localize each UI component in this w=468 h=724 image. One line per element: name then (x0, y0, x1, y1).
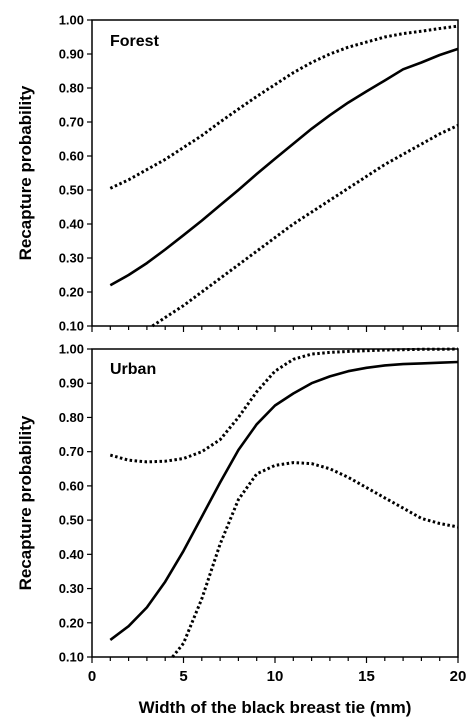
forest-y-axis-title: Recapture probability (16, 85, 35, 260)
forest-y-tick-label: 0.80 (59, 81, 84, 96)
urban-y-tick-label: 0.20 (59, 615, 84, 630)
urban-series (109, 347, 459, 658)
urban-y-tick-label: 0.60 (59, 478, 84, 493)
forest-panel: 0.10 0.20 0.30 0.40 0.50 0.60 0.70 0.80 0.90 1.00… (16, 13, 459, 334)
forest-y-ticks: 0.10 0.20 0.30 0.40 0.50 0.60 0.70 0.80 0.90 1.00 (59, 13, 92, 334)
urban-fitted-line (109, 360, 459, 641)
urban-plot-frame (91, 348, 459, 658)
urban-y-tick-label: 0.70 (59, 444, 84, 459)
urban-x-tick-label: 0 (88, 668, 96, 685)
urban-x-tick-labels: 0 5 10 15 20 (88, 668, 467, 685)
urban-confidence-line (171, 461, 459, 658)
forest-y-tick-label: 0.70 (59, 115, 84, 130)
forest-y-tick-label: 0.10 (59, 319, 84, 334)
urban-x-ticks (91, 657, 459, 663)
urban-x-tick-label: 20 (450, 668, 467, 685)
urban-y-tick-label: 0.30 (59, 581, 84, 596)
urban-confidence-line (109, 347, 459, 464)
forest-panel-label: Forest (110, 33, 160, 50)
urban-x-tick-label: 5 (179, 668, 187, 685)
forest-y-tick-label: 0.20 (59, 285, 84, 300)
urban-panel: 0.10 0.20 0.30 0.40 0.50 0.60 0.70 0.80 0.90 1.00… (16, 342, 466, 718)
urban-y-tick-label: 1.00 (59, 342, 84, 357)
forest-confidence-line (109, 24, 459, 190)
forest-series (109, 24, 459, 328)
urban-x-tick-label: 15 (358, 668, 375, 685)
urban-y-tick-label: 0.80 (59, 410, 84, 425)
urban-panel-label: Urban (110, 361, 156, 378)
urban-x-tick-label: 10 (267, 668, 284, 685)
x-axis-title: Width of the black breast tie (mm) (139, 698, 412, 717)
urban-y-tick-label: 0.10 (59, 650, 84, 665)
urban-y-ticks: 0.10 0.20 0.30 0.40 0.50 0.60 0.70 0.80 0.90 1.00 (59, 342, 92, 665)
forest-plot-frame (91, 19, 459, 327)
forest-confidence-line (151, 124, 459, 328)
forest-y-tick-label: 0.50 (59, 183, 84, 198)
forest-y-tick-label: 0.30 (59, 251, 84, 266)
forest-y-tick-label: 0.90 (59, 47, 84, 62)
urban-y-axis-title: Recapture probability (16, 415, 35, 590)
urban-y-tick-label: 0.40 (59, 547, 84, 562)
forest-y-tick-label: 0.60 (59, 149, 84, 164)
forest-y-tick-label: 1.00 (59, 13, 84, 28)
urban-y-tick-label: 0.90 (59, 376, 84, 391)
forest-x-ticks (91, 326, 459, 332)
forest-y-tick-label: 0.40 (59, 217, 84, 232)
urban-y-tick-label: 0.50 (59, 513, 84, 528)
forest-fitted-line (109, 47, 459, 287)
